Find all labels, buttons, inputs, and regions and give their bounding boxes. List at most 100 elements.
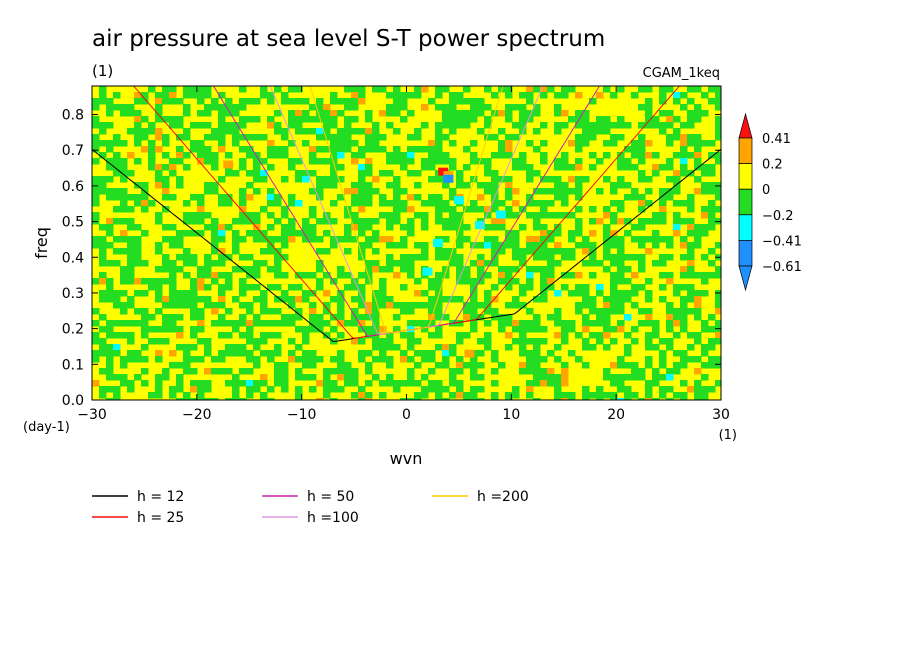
heat-cell — [323, 332, 331, 339]
heat-cell — [344, 284, 352, 291]
heat-cell — [169, 284, 177, 291]
heat-cell — [267, 350, 275, 357]
heat-cell — [680, 296, 688, 303]
heat-cell — [127, 380, 135, 387]
heat-cell — [610, 182, 618, 189]
heat-cell — [568, 230, 576, 237]
heat-cell — [204, 368, 212, 375]
heat-cell — [246, 392, 254, 399]
heat-cell — [190, 296, 198, 303]
heat-cell — [449, 122, 457, 129]
heat-cell — [197, 380, 205, 387]
heat-cell — [561, 158, 569, 165]
heat-cell — [330, 368, 338, 375]
heat-cell — [211, 134, 219, 141]
heat-cell — [253, 236, 261, 243]
heat-cell — [687, 254, 695, 261]
heat-cell — [351, 296, 359, 303]
heat-cell — [358, 272, 366, 279]
heat-cell — [449, 98, 457, 105]
x-tick-label: −10 — [287, 407, 317, 423]
heat-cell — [218, 128, 226, 135]
heat-cell — [253, 266, 261, 273]
heat-cell — [155, 170, 163, 177]
heat-cell — [435, 308, 443, 315]
heat-cell — [190, 260, 198, 267]
heat-cell — [526, 140, 534, 147]
heat-cell — [106, 194, 114, 201]
heat-cell — [225, 320, 233, 327]
heat-cell — [176, 374, 184, 381]
heat-cell — [225, 122, 233, 129]
heat-cell — [365, 158, 373, 165]
heat-cell — [344, 374, 352, 381]
heat-cell — [197, 308, 205, 315]
heat-cell — [246, 146, 254, 153]
heat-cell — [330, 158, 338, 165]
heat-cell — [659, 200, 667, 207]
heat-cell — [624, 164, 632, 171]
heat-cell — [624, 314, 632, 321]
heat-cell — [295, 314, 303, 321]
heat-cell — [540, 278, 548, 285]
heat-cell — [113, 290, 121, 297]
heat-cell — [428, 308, 436, 315]
heat-cell — [533, 170, 541, 177]
heat-cell — [127, 128, 135, 135]
heat-cell — [197, 278, 205, 285]
heat-cell — [260, 290, 268, 297]
heat-cell — [162, 92, 170, 99]
heat-cell — [99, 188, 107, 195]
heat-cell — [715, 338, 721, 345]
heat-cell — [435, 194, 443, 201]
heat-cell — [190, 290, 198, 297]
colorbar-label: 0.2 — [762, 158, 783, 173]
heat-cell — [407, 380, 415, 387]
heat-cell — [197, 200, 205, 207]
heat-cell — [631, 290, 639, 297]
heat-cell — [547, 248, 555, 255]
x-axis-units: (1) — [719, 428, 737, 443]
heat-cell — [519, 326, 527, 333]
heat-cell — [680, 104, 688, 111]
heat-cell — [540, 272, 548, 279]
heat-cell — [197, 356, 205, 363]
heat-cell — [295, 116, 303, 123]
heat-cell — [288, 158, 296, 165]
heat-cell — [491, 248, 499, 255]
heat-cell — [638, 242, 646, 249]
heat-cell — [449, 254, 457, 261]
heat-cell — [400, 242, 408, 249]
heat-cell — [547, 350, 555, 357]
heat-cell — [113, 164, 121, 171]
heat-cell — [694, 110, 702, 117]
heat-cell — [519, 164, 527, 171]
heat-cell — [715, 116, 721, 123]
heat-cell — [512, 338, 520, 345]
heat-cell — [617, 242, 625, 249]
heat-cell — [638, 320, 646, 327]
heat-cell — [533, 362, 541, 369]
heat-cell — [687, 152, 695, 159]
heat-cell — [274, 146, 282, 153]
heat-cell — [442, 182, 450, 189]
heat-cell — [554, 290, 562, 297]
heat-cell — [533, 374, 541, 381]
heat-cell — [617, 116, 625, 123]
heat-cell — [337, 128, 345, 135]
heat-cell — [372, 176, 380, 183]
heat-cell — [190, 230, 198, 237]
heat-cell — [113, 206, 121, 213]
heat-cell — [204, 380, 212, 387]
heat-cell — [407, 320, 415, 327]
heat-cell — [470, 152, 478, 159]
heat-cell — [344, 224, 352, 231]
heat-cell — [99, 314, 107, 321]
heat-cell — [456, 278, 464, 285]
heat-cell — [645, 314, 653, 321]
heat-cell — [372, 230, 380, 237]
heat-cell — [211, 188, 219, 195]
heat-cell — [694, 302, 702, 309]
heat-cell — [316, 134, 324, 141]
heat-cell — [477, 386, 485, 393]
